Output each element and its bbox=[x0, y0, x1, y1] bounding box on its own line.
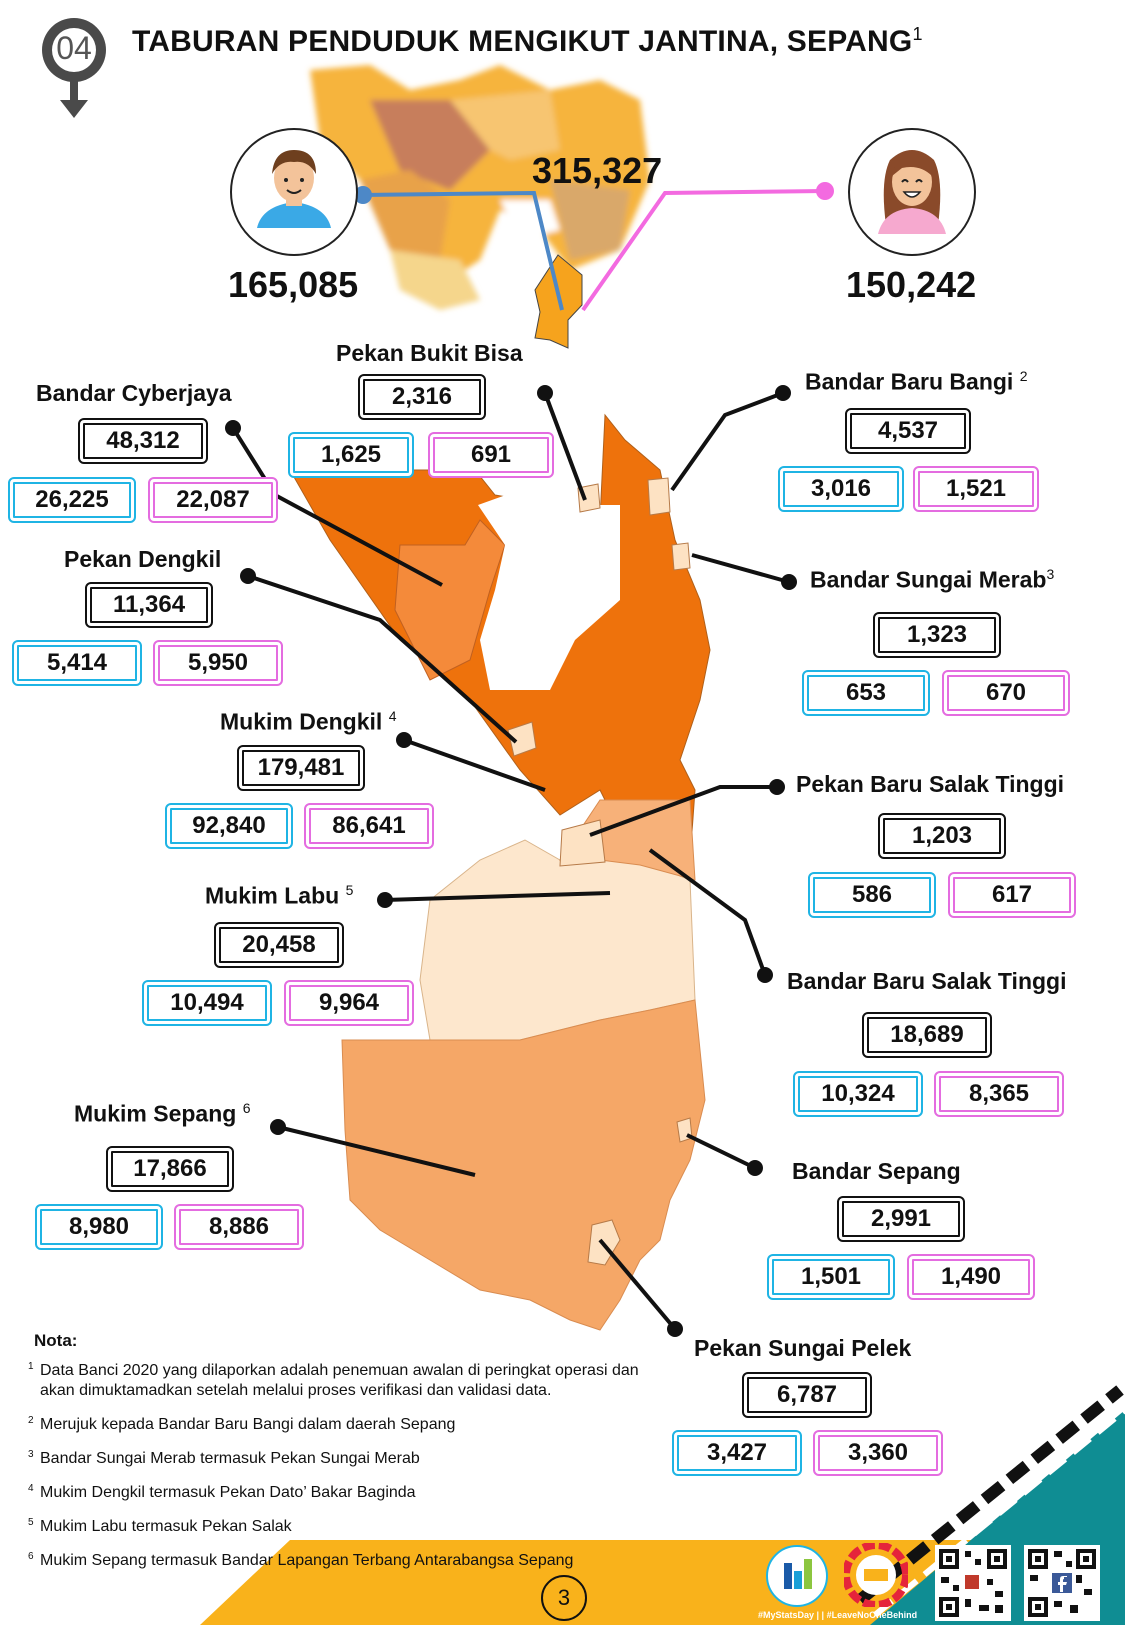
note-item: 5 Mukim Labu termasuk Pekan Salak bbox=[28, 1517, 292, 1536]
map-area-cyberjaya bbox=[394, 519, 506, 681]
region-total-bandar-sungai-merab: 1,323 bbox=[873, 612, 1001, 658]
region-male-bandar-sepang: 1,501 bbox=[767, 1254, 895, 1300]
district-overview-map bbox=[310, 65, 650, 349]
region-male-bandar-baru-bangi: 3,016 bbox=[778, 466, 904, 512]
total-population: 315,327 bbox=[532, 150, 663, 191]
region-male-pekan-sungai-pelek: 3,427 bbox=[672, 1430, 802, 1476]
region-name-pekan-sungai-pelek: Pekan Sungai Pelek bbox=[694, 1335, 912, 1361]
map-area-bukit-bisa-reserve bbox=[478, 490, 620, 690]
summary-connectors bbox=[354, 182, 834, 312]
map-area-bangi bbox=[647, 477, 671, 516]
region-female-mukim-sepang: 8,886 bbox=[174, 1204, 304, 1250]
region-female-bandar-baru-bangi: 1,521 bbox=[913, 466, 1039, 512]
male-total: 165,085 bbox=[228, 264, 359, 305]
region-name-pekan-bukit-bisa: Pekan Bukit Bisa bbox=[336, 340, 523, 366]
region-name-mukim-dengkil: Mukim Dengkil 4 bbox=[220, 708, 397, 735]
region-male-bandar-baru-salak-tinggi: 10,324 bbox=[793, 1071, 923, 1117]
region-name-bandar-cyberjaya: Bandar Cyberjaya bbox=[36, 380, 232, 406]
region-total-pekan-bukit-bisa: 2,316 bbox=[358, 374, 486, 420]
sdg-logo-icon bbox=[844, 1543, 908, 1607]
notes-heading: Nota: bbox=[34, 1331, 78, 1350]
region-name-bandar-baru-bangi: Bandar Baru Bangi 2 bbox=[805, 368, 1028, 395]
footer-hashtags: #MyStatsDay | | #LeaveNoOneBehind bbox=[758, 1610, 918, 1620]
note-item: 1 Data Banci 2020 yang dilaporkan adalah … bbox=[28, 1361, 639, 1400]
female-icon bbox=[878, 150, 946, 234]
note-item: 4 Mukim Dengkil termasuk Pekan Dato’ Baka… bbox=[28, 1483, 416, 1502]
region-total-pekan-sungai-pelek: 6,787 bbox=[742, 1372, 872, 1418]
region-total-pekan-baru-salak-tinggi: 1,203 bbox=[878, 813, 1006, 859]
notes-section: Nota: 1 Data Banci 2020 yang dilaporkan a… bbox=[28, 1330, 674, 1585]
region-total-bandar-cyberjaya: 48,312 bbox=[78, 418, 208, 464]
region-female-bandar-baru-salak-tinggi: 8,365 bbox=[934, 1071, 1064, 1117]
region-female-mukim-labu: 9,964 bbox=[284, 980, 414, 1026]
region-name-bandar-sungai-merab: Bandar Sungai Merab3 bbox=[810, 566, 1055, 593]
region-name-bandar-sepang: Bandar Sepang bbox=[792, 1158, 961, 1184]
region-male-mukim-sepang: 8,980 bbox=[35, 1204, 163, 1250]
region-male-bandar-cyberjaya: 26,225 bbox=[8, 477, 136, 523]
region-name-bandar-baru-salak-tinggi: Bandar Baru Salak Tinggi bbox=[787, 968, 1067, 994]
region-male-mukim-dengkil: 92,840 bbox=[165, 803, 293, 849]
region-male-mukim-labu: 10,494 bbox=[142, 980, 272, 1026]
region-female-bandar-sepang: 1,490 bbox=[907, 1254, 1035, 1300]
region-female-pekan-bukit-bisa: 691 bbox=[428, 432, 554, 478]
section-badge-pin-icon bbox=[42, 18, 106, 118]
region-name-pekan-dengkil: Pekan Dengkil bbox=[64, 546, 222, 572]
mystatsday-logo-icon bbox=[766, 1545, 828, 1607]
region-female-mukim-dengkil: 86,641 bbox=[304, 803, 434, 849]
map-area-mukim-sepang bbox=[341, 999, 706, 1331]
page-number: 3 bbox=[541, 1575, 587, 1621]
region-male-bandar-sungai-merab: 653 bbox=[802, 670, 930, 716]
qr-code-facebook-icon bbox=[1024, 1545, 1100, 1621]
region-total-bandar-baru-bangi: 4,537 bbox=[845, 408, 971, 454]
note-item: 6 Mukim Sepang termasuk Bandar Lapangan T… bbox=[28, 1551, 574, 1570]
region-total-mukim-sepang: 17,866 bbox=[106, 1146, 234, 1192]
map-area-dengkil-town bbox=[507, 721, 537, 757]
male-icon bbox=[257, 150, 331, 228]
region-male-pekan-bukit-bisa: 1,625 bbox=[288, 432, 414, 478]
female-total: 150,242 bbox=[846, 264, 977, 305]
section-number: 04 bbox=[56, 30, 92, 66]
female-avatar bbox=[848, 128, 976, 256]
region-name-pekan-baru-salak-tinggi: Pekan Baru Salak Tinggi bbox=[796, 771, 1065, 797]
region-male-pekan-baru-salak-tinggi: 586 bbox=[808, 872, 936, 918]
region-total-bandar-baru-salak-tinggi: 18,689 bbox=[862, 1012, 992, 1058]
region-total-pekan-dengkil: 11,364 bbox=[85, 582, 213, 628]
region-total-mukim-labu: 20,458 bbox=[214, 922, 344, 968]
page-title: TABURAN PENDUDUK MENGIKUT JANTINA, SEPAN… bbox=[132, 24, 923, 58]
region-total-mukim-dengkil: 179,481 bbox=[237, 745, 365, 791]
region-female-pekan-baru-salak-tinggi: 617 bbox=[948, 872, 1076, 918]
region-female-pekan-dengkil: 5,950 bbox=[153, 640, 283, 686]
region-female-bandar-sungai-merab: 670 bbox=[942, 670, 1070, 716]
region-name-mukim-labu: Mukim Labu 5 bbox=[205, 882, 354, 909]
qr-code-icon bbox=[935, 1545, 1011, 1621]
region-female-bandar-cyberjaya: 22,087 bbox=[148, 477, 278, 523]
note-item: 2 Merujuk kepada Bandar Baru Bangi dalam … bbox=[28, 1415, 456, 1434]
note-item: 3 Bandar Sungai Merab termasuk Pekan Sung… bbox=[28, 1449, 420, 1468]
region-name-mukim-sepang: Mukim Sepang 6 bbox=[74, 1100, 251, 1127]
region-total-bandar-sepang: 2,991 bbox=[837, 1196, 965, 1242]
region-female-pekan-sungai-pelek: 3,360 bbox=[813, 1430, 943, 1476]
male-avatar bbox=[230, 128, 358, 256]
region-male-pekan-dengkil: 5,414 bbox=[12, 640, 142, 686]
map-area-pekan-salak-tinggi bbox=[559, 819, 606, 867]
map-area-sungai-merab bbox=[671, 542, 691, 571]
